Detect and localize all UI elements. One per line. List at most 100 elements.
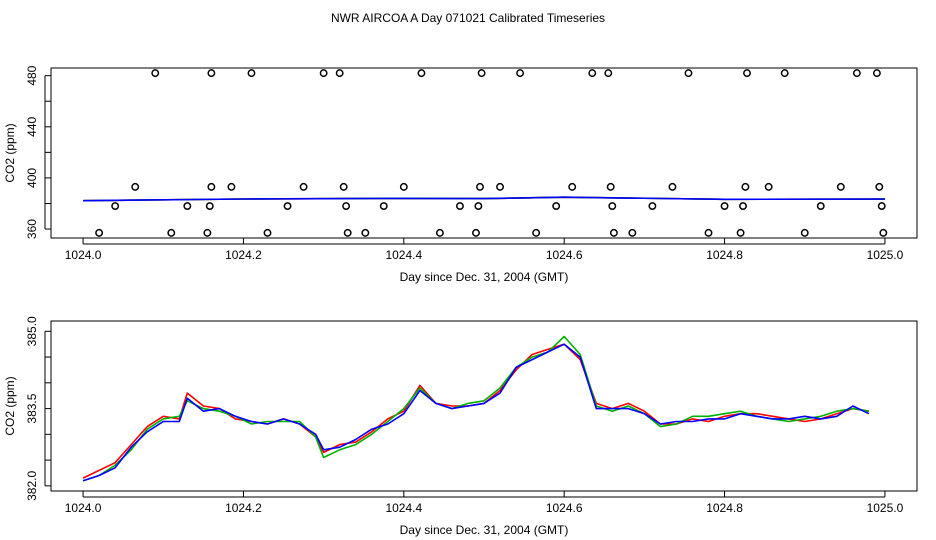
scatter-point (95, 228, 104, 237)
scatter-point (739, 202, 747, 210)
scatter-point (361, 228, 370, 237)
y-tick-label: 382.0 (25, 471, 39, 501)
scatter-point (496, 182, 504, 191)
bottom-y-axis: 382.0 383.5 385.0 (25, 316, 51, 501)
scatter-point (743, 69, 751, 78)
scatter-point (207, 182, 216, 191)
x-tick-label: 1024.4 (385, 248, 422, 262)
scatter-point (335, 69, 344, 78)
series-line-green (82, 335, 870, 482)
scatter-point (476, 182, 484, 191)
bottom-plot-frame (50, 320, 918, 492)
scatter-point (247, 69, 256, 78)
scatter-point (872, 69, 881, 78)
top-x-axis: 1024.0 1024.2 1024.4 1024.6 1024.8 1025.0 (65, 238, 904, 262)
scatter-point (800, 228, 809, 237)
scatter-point (319, 69, 328, 78)
scatter-point (532, 228, 541, 237)
scatter-point (379, 202, 388, 210)
y-tick-label: 480 (25, 65, 39, 85)
x-tick-label: 1024.0 (65, 248, 102, 262)
scatter-point (604, 69, 613, 78)
x-tick-label: 1024.8 (706, 248, 743, 262)
scatter-point (648, 202, 657, 210)
scatter-point (588, 69, 597, 78)
series-line-blue (83, 196, 885, 202)
scatter-point (399, 182, 408, 191)
bottom-y-axis-label: CO2 (ppm) (3, 376, 17, 435)
scatter-point (167, 228, 176, 237)
bottom-series-lines (82, 335, 870, 482)
scatter-point (339, 182, 348, 191)
scatter-point (207, 69, 216, 78)
scatter-point (299, 182, 308, 191)
scatter-point (879, 228, 888, 237)
scatter-point (205, 202, 214, 210)
x-tick-label: 1024.6 (546, 501, 583, 515)
scatter-point (875, 182, 884, 191)
y-tick-label: 385.0 (25, 316, 39, 346)
series-line-red (82, 343, 870, 479)
y-tick-label: 383.5 (25, 393, 39, 423)
scatter-point (131, 182, 140, 191)
scatter-point (455, 202, 464, 210)
scatter-point (877, 202, 886, 210)
top-series-lines (83, 196, 885, 202)
scatter-point (568, 182, 577, 191)
scatter-point (111, 202, 120, 210)
y-tick-label: 400 (25, 168, 39, 188)
x-tick-label: 1024.2 (225, 248, 262, 262)
scatter-point (780, 69, 789, 78)
scatter-point (472, 228, 480, 237)
scatter-point (516, 69, 525, 78)
x-tick-label: 1024.4 (385, 501, 422, 515)
x-tick-label: 1024.6 (546, 248, 583, 262)
scatter-point (720, 202, 729, 210)
scatter-point (435, 228, 444, 237)
scatter-point (816, 202, 825, 210)
x-tick-label: 1025.0 (867, 248, 904, 262)
top-y-axis-label: CO2 (ppm) (3, 123, 17, 182)
scatter-point (283, 202, 292, 210)
bottom-x-axis: 1024.0 1024.2 1024.4 1024.6 1024.8 1025.0 (65, 491, 904, 515)
scatter-point (704, 228, 713, 237)
figure-title: NWR AIRCOA A Day 071021 Calibrated Times… (331, 11, 605, 25)
scatter-point (668, 182, 677, 191)
scatter-point (477, 69, 486, 78)
scatter-point (684, 69, 693, 78)
x-tick-label: 1025.0 (867, 501, 904, 515)
bottom-panel: 1024.0 1024.2 1024.4 1024.6 1024.8 1025.0 382… (3, 316, 918, 537)
x-tick-label: 1024.2 (225, 501, 262, 515)
top-x-axis-label: Day since Dec. 31, 2004 (GMT) (400, 270, 569, 284)
scatter-point (836, 182, 845, 191)
scatter-point (474, 202, 483, 210)
scatter-point (263, 228, 272, 237)
scatter-point (203, 228, 212, 237)
top-panel: 1024.0 1024.2 1024.4 1024.6 1024.8 1025.0 360… (3, 65, 918, 284)
scatter-point (151, 69, 160, 78)
scatter-point (852, 69, 861, 78)
scatter-point (417, 69, 426, 78)
scatter-point (606, 182, 615, 191)
scatter-point (227, 182, 236, 191)
scatter-point (764, 182, 773, 191)
x-tick-label: 1024.0 (65, 501, 102, 515)
scatter-point (608, 202, 617, 210)
scatter-point (741, 182, 750, 191)
top-scatter-points (95, 69, 888, 237)
scatter-point (609, 228, 618, 237)
x-tick-label: 1024.8 (706, 501, 743, 515)
top-y-axis: 360 400 440 480 (25, 65, 51, 239)
scatter-point (342, 202, 351, 210)
series-line-blue (82, 343, 870, 482)
top-plot-frame (50, 67, 918, 239)
scatter-point (552, 202, 561, 210)
bottom-x-axis-label: Day since Dec. 31, 2004 (GMT) (400, 523, 569, 537)
scatter-point (343, 228, 352, 237)
y-tick-label: 360 (25, 219, 39, 239)
scatter-point (628, 228, 637, 237)
scatter-point (183, 202, 192, 210)
scatter-point (736, 228, 745, 237)
y-tick-label: 440 (25, 116, 39, 136)
